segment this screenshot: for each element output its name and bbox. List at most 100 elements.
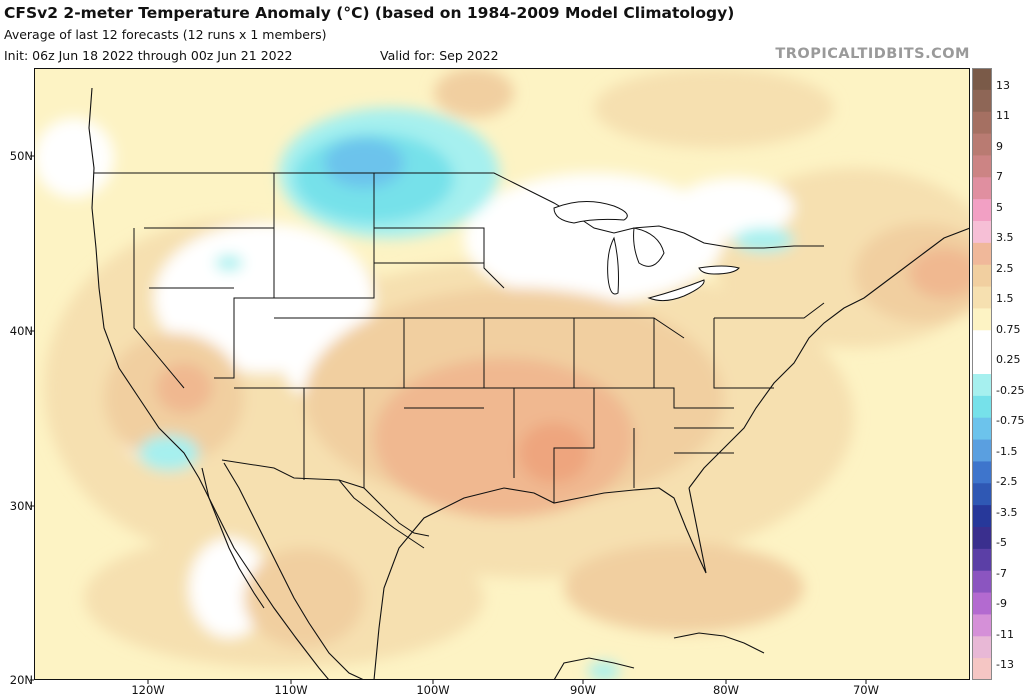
anomaly-cool-strong [324, 138, 404, 188]
colorbar-swatch [972, 286, 992, 309]
anomaly-cool-light [215, 255, 243, 271]
init-time: Init: 06z Jun 18 2022 through 00z Jun 21… [4, 48, 293, 63]
colorbar-label: -3.5 [996, 505, 1018, 519]
colorbar-label: 2.5 [996, 261, 1014, 275]
gulf-coast [373, 487, 707, 680]
colorbar-swatch [972, 68, 992, 91]
great-lakes [553, 201, 740, 302]
anomaly-warm-strong [909, 248, 970, 298]
colorbar-label: -2.5 [996, 475, 1018, 489]
political-borders [94, 172, 825, 549]
colorbar-swatch [972, 527, 992, 550]
anomaly-neutral [674, 178, 794, 238]
state-line [713, 318, 774, 389]
colorbar-label: 0.75 [996, 322, 1021, 336]
colorbar [972, 68, 992, 680]
lake-huron [633, 227, 665, 267]
colorbar-label: 1.5 [996, 292, 1014, 306]
colorbar-swatch [972, 374, 992, 397]
state-line [133, 228, 185, 389]
gulf-of-california [223, 462, 280, 569]
east-coast [688, 227, 970, 489]
colorbar-swatch [972, 177, 992, 200]
anomaly-warm-mid [564, 543, 804, 633]
lat-label: 20N [9, 673, 33, 687]
colorbar-label: -9 [996, 597, 1007, 611]
colorbar-swatch [972, 548, 992, 572]
anomaly-warm-strong [374, 358, 634, 518]
lon-label: 110W [274, 683, 308, 697]
baja-peninsula [201, 467, 265, 609]
colorbar-label: 5 [996, 200, 1003, 214]
brand-watermark: TROPICALTIDBITS.COM [775, 46, 970, 62]
colorbar-swatch [972, 658, 992, 680]
anomaly-warm-mid [244, 548, 364, 648]
colorbar-label: -0.75 [996, 414, 1024, 428]
lat-label: 50N [9, 149, 33, 163]
colorbar-label: 7 [996, 170, 1003, 184]
lon-label: 120W [131, 683, 165, 697]
state-line [234, 173, 375, 299]
colorbar-swatch [972, 308, 992, 331]
lake-superior [553, 201, 628, 224]
colorbar-label: -0.25 [996, 383, 1024, 397]
state-line [714, 302, 825, 319]
colorbar-label: 9 [996, 139, 1003, 153]
colorbar-swatch [972, 199, 992, 222]
anomaly-neutral [464, 173, 724, 303]
colorbar-swatch [972, 155, 992, 178]
yucatan-coast [553, 657, 635, 680]
colorbar-swatch [972, 461, 992, 484]
lake-michigan [607, 236, 619, 295]
anomaly-cool-light [734, 228, 794, 252]
colorbar-swatch [972, 133, 992, 156]
lat-label: 40N [9, 324, 33, 338]
lake-erie [647, 279, 705, 302]
lat-label: 30N [9, 499, 33, 513]
colorbar-label: -1.5 [996, 444, 1018, 458]
map-title: CFSv2 2-meter Temperature Anomaly (°C) (… [4, 4, 735, 22]
anomaly-cool-light [139, 435, 199, 471]
colorbar-swatch [972, 395, 992, 419]
anomaly-map [34, 68, 970, 680]
colorbar-swatch [972, 89, 992, 113]
coastlines [88, 87, 970, 680]
colorbar-swatch [972, 417, 992, 441]
anomaly-warm-mid [434, 68, 514, 118]
colorbar-label: 13 [996, 79, 1010, 92]
colorbar-swatch [972, 483, 992, 506]
map-frame [34, 68, 970, 680]
west-coast [88, 87, 330, 680]
state-line [374, 227, 505, 289]
colorbar-label: 3.5 [996, 231, 1014, 245]
colorbar-swatch [972, 221, 992, 244]
lon-label: 70W [852, 683, 879, 697]
lon-label: 100W [416, 683, 450, 697]
colorbar-swatch [972, 111, 992, 135]
colorbar-label: 0.25 [996, 353, 1021, 367]
colorbar-swatch [972, 636, 992, 659]
colorbar-swatch [972, 352, 992, 375]
lon-label: 80W [712, 683, 739, 697]
colorbar-swatch [972, 592, 992, 615]
colorbar-label: -5 [996, 536, 1007, 550]
colorbar-swatch [972, 614, 992, 637]
lon-label: 90W [569, 683, 596, 697]
mexico-west-coast [278, 567, 365, 680]
colorbar-swatch [972, 330, 992, 353]
anomaly-warm-light [594, 68, 834, 148]
mexico-border-rio [338, 479, 425, 549]
state-line [514, 387, 595, 503]
colorbar-swatch [972, 264, 992, 288]
colorbar-label: 11 [996, 109, 1010, 123]
canada-us-border [94, 172, 824, 249]
state-line [594, 387, 734, 409]
colorbar-frame [972, 68, 992, 680]
map-subtitle: Average of last 12 forecasts (12 runs x … [4, 27, 327, 42]
colorbar-swatch [972, 439, 992, 462]
colorbar-label: -11 [996, 627, 1014, 641]
colorbar-swatch [972, 242, 992, 266]
anomaly-cool-light [588, 662, 620, 680]
valid-time: Valid for: Sep 2022 [380, 48, 499, 63]
anomaly-neutral [34, 118, 114, 198]
